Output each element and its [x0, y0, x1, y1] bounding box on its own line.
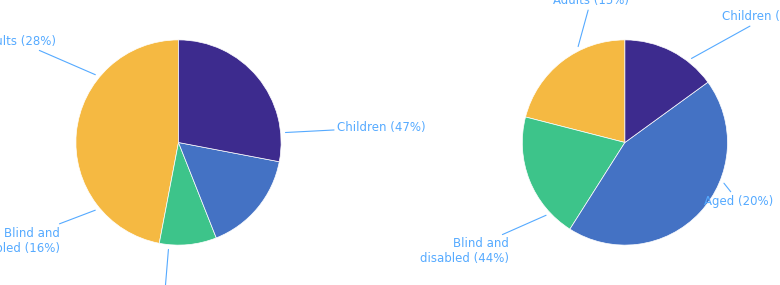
Text: Blind and
disabled (44%): Blind and disabled (44%) [420, 215, 546, 265]
Wedge shape [523, 117, 625, 229]
Wedge shape [570, 82, 728, 245]
Text: Children (47%): Children (47%) [285, 121, 425, 134]
Wedge shape [526, 40, 625, 142]
Wedge shape [76, 40, 179, 243]
Wedge shape [179, 142, 279, 238]
Text: Aged (9%): Aged (9%) [133, 249, 196, 285]
Wedge shape [179, 40, 281, 162]
Text: Adults (15%): Adults (15%) [553, 0, 629, 46]
Wedge shape [625, 40, 708, 142]
Text: Aged (20%): Aged (20%) [704, 183, 773, 207]
Text: Blind and
disabled (16%): Blind and disabled (16%) [0, 210, 95, 255]
Text: Adults (28%): Adults (28%) [0, 35, 95, 75]
Text: Children (21%): Children (21%) [692, 10, 780, 58]
Wedge shape [159, 142, 216, 245]
